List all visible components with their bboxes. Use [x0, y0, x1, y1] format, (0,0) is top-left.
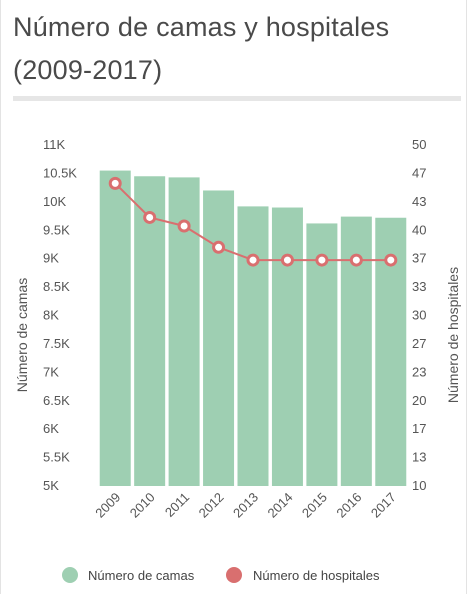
chart-title: Número de camas y hospitales (2009-2017)	[13, 12, 390, 85]
right-axis: 10 13 17 20 23 27 30 33 37 40 43 47 50	[412, 137, 426, 493]
legend-label-line: Número de hospitales	[253, 568, 380, 583]
line-point	[349, 253, 363, 267]
bar	[134, 176, 166, 486]
left-axis-title: Número de camas	[14, 278, 30, 392]
left-tick-label: 7K	[43, 364, 59, 379]
line-point	[108, 176, 122, 190]
left-tick-label: 8K	[43, 308, 59, 323]
line-point	[280, 253, 294, 267]
x-tick-label: 2015	[299, 490, 330, 521]
x-tick-label: 2010	[127, 490, 158, 521]
right-tick-label: 17	[412, 421, 426, 436]
line-point	[177, 219, 191, 233]
right-axis-title: Número de hospitales	[445, 267, 461, 403]
bar	[99, 170, 131, 486]
x-tick-label: 2016	[333, 490, 364, 521]
right-tick-label: 40	[412, 222, 426, 237]
left-tick-label: 10K	[43, 194, 66, 209]
line-point	[143, 210, 157, 224]
x-axis: 2009 2010 2011 2012 2013 2014 2015 2016 2017	[92, 490, 399, 521]
right-tick-label: 33	[412, 279, 426, 294]
left-tick-label: 5K	[43, 478, 59, 493]
x-tick-label: 2009	[92, 490, 123, 521]
x-tick-label: 2012	[196, 490, 227, 521]
left-tick-label: 9.5K	[43, 222, 70, 237]
left-tick-label: 11K	[43, 137, 65, 152]
x-tick-label: 2013	[230, 490, 261, 521]
bar	[237, 206, 269, 486]
line-series	[108, 176, 398, 267]
legend-label-bars: Número de camas	[88, 568, 195, 583]
legend: Número de camas Número de hospitales	[62, 567, 380, 583]
right-tick-label: 23	[412, 364, 426, 379]
bar	[203, 190, 235, 486]
bar	[271, 207, 303, 486]
left-tick-label: 7.5K	[43, 336, 70, 351]
left-tick-label: 10.5K	[43, 165, 77, 180]
line-point	[315, 253, 329, 267]
legend-swatch-bars	[62, 567, 78, 583]
line-point	[384, 253, 398, 267]
left-tick-label: 6K	[43, 421, 59, 436]
left-tick-label: 9K	[43, 251, 59, 266]
x-tick-label: 2017	[368, 490, 399, 521]
title-divider	[13, 96, 461, 101]
right-tick-label: 10	[412, 478, 426, 493]
x-tick-label: 2014	[265, 490, 296, 521]
line-point	[246, 253, 260, 267]
left-tick-label: 6.5K	[43, 393, 70, 408]
left-tick-label: 8.5K	[43, 279, 70, 294]
right-tick-label: 20	[412, 393, 426, 408]
right-tick-label: 13	[412, 450, 426, 465]
left-tick-label: 5.5K	[43, 450, 70, 465]
right-tick-label: 50	[412, 137, 426, 152]
right-tick-label: 30	[412, 308, 426, 323]
right-tick-label: 47	[412, 165, 426, 180]
right-tick-label: 37	[412, 251, 426, 266]
x-tick-label: 2011	[162, 490, 192, 520]
line-point	[212, 240, 226, 254]
bar-series	[99, 170, 407, 487]
right-tick-label: 43	[412, 194, 426, 209]
left-axis: 5K 5.5K 6K 6.5K 7K 7.5K 8K 8.5K 9K 9.5K 10K 10.5K 11…	[43, 137, 77, 493]
legend-swatch-line	[226, 567, 242, 583]
right-tick-label: 27	[412, 336, 426, 351]
bar	[306, 223, 338, 486]
